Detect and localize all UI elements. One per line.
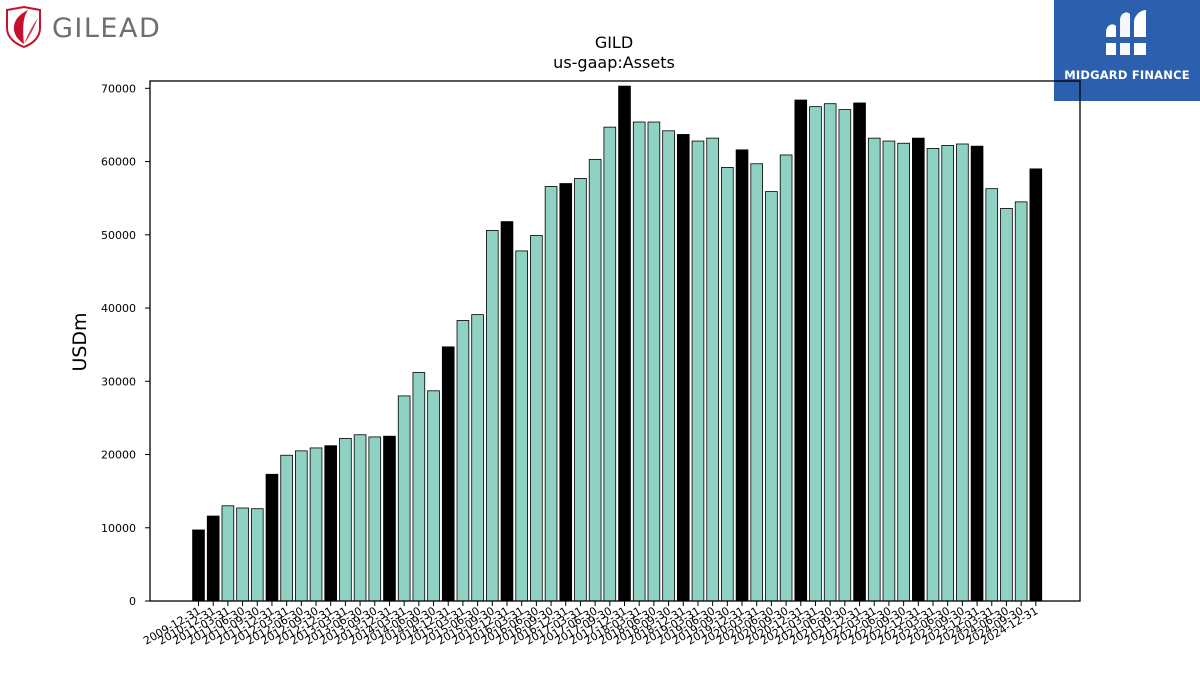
bar-2012-06-30 bbox=[295, 450, 308, 602]
y-tick-label: 20000 bbox=[101, 449, 136, 462]
bar-2015-03-31 bbox=[456, 320, 470, 602]
bar-2024-06-30 bbox=[1000, 208, 1013, 602]
bar-2016-09-30 bbox=[544, 186, 558, 602]
partner-wordmark: MIDGARD FINANCE bbox=[1064, 68, 1190, 82]
bar-2018-12-31 bbox=[676, 134, 690, 602]
bar-2015-06-30 bbox=[471, 314, 484, 602]
bars-group bbox=[192, 85, 1043, 602]
bar-2013-06-30 bbox=[353, 434, 367, 602]
bar-2016-12-31 bbox=[559, 183, 573, 602]
chart-subtitle: us-gaap:Assets bbox=[553, 53, 675, 72]
plot-frame bbox=[149, 80, 1081, 602]
bar-2020-03-31 bbox=[750, 163, 764, 602]
bar-2024-03-31 bbox=[985, 188, 999, 602]
bar-2021-12-31 bbox=[853, 102, 866, 602]
y-tick-label: 60000 bbox=[101, 156, 136, 169]
bar-2022-09-30 bbox=[897, 142, 910, 602]
bar-2017-03-31 bbox=[574, 178, 587, 602]
y-tick-label: 70000 bbox=[101, 82, 136, 95]
gilead-logo: GILEAD bbox=[4, 4, 164, 50]
bar-2013-12-31 bbox=[383, 435, 396, 602]
midgard-finance-logo: MIDGARD FINANCE bbox=[1054, 0, 1200, 101]
bar-2012-09-30 bbox=[309, 447, 323, 602]
y-tick-label: 40000 bbox=[101, 302, 136, 315]
bar-2019-03-31 bbox=[691, 140, 705, 602]
bar-2019-09-30 bbox=[721, 167, 734, 602]
bar-2013-09-30 bbox=[368, 436, 382, 602]
bar-2010-12-31 bbox=[206, 515, 220, 602]
bar-2022-06-30 bbox=[882, 140, 896, 602]
bar-2024-12-31 bbox=[1029, 168, 1043, 602]
bar-2014-06-30 bbox=[412, 372, 426, 602]
bar-2020-12-31 bbox=[794, 99, 808, 602]
bar-2013-03-31 bbox=[339, 438, 352, 602]
bar-2014-09-30 bbox=[427, 390, 440, 602]
bar-2017-12-31 bbox=[618, 85, 631, 602]
y-axis: 0 10000 20000 30000 40000 50000 60000 70000 bbox=[101, 82, 150, 608]
bar-2016-06-30 bbox=[530, 235, 543, 602]
bar-2020-09-30 bbox=[779, 154, 793, 602]
bar-2020-06-30 bbox=[765, 191, 778, 602]
bar-2019-12-31 bbox=[735, 149, 749, 602]
bar-2015-09-30 bbox=[485, 230, 499, 602]
bar-2011-03-31 bbox=[221, 505, 235, 602]
bar-2018-03-31 bbox=[632, 121, 646, 602]
bar-2011-09-30 bbox=[250, 508, 264, 602]
bar-2016-03-31 bbox=[515, 250, 528, 602]
bar-2014-12-31 bbox=[441, 346, 455, 602]
y-tick-label: 0 bbox=[129, 595, 136, 608]
bar-2019-06-30 bbox=[706, 137, 719, 602]
bar-2012-12-31 bbox=[324, 445, 338, 602]
bar-2015-12-31 bbox=[500, 221, 514, 602]
company-wordmark: GILEAD bbox=[52, 13, 162, 44]
bar-2018-09-30 bbox=[662, 130, 675, 602]
bar-2021-06-30 bbox=[823, 103, 837, 602]
bar-2017-06-30 bbox=[588, 158, 602, 602]
bar-2011-06-30 bbox=[236, 507, 249, 602]
bar-2011-12-31 bbox=[265, 473, 279, 602]
y-tick-label: 10000 bbox=[101, 522, 136, 535]
bar-2018-06-30 bbox=[647, 121, 661, 602]
bar-2009-12-31 bbox=[192, 529, 205, 602]
y-tick-label: 50000 bbox=[101, 229, 136, 242]
bar-2017-09-30 bbox=[603, 126, 617, 602]
x-axis: 2009-12-312010-12-312011-03-312011-06-30… bbox=[141, 601, 1040, 648]
bar-2023-09-30 bbox=[956, 143, 969, 602]
bar-2023-12-31 bbox=[970, 145, 984, 602]
bar-2023-06-30 bbox=[941, 145, 954, 602]
bar-2022-12-31 bbox=[912, 137, 925, 602]
gilead-shield-icon bbox=[6, 5, 41, 49]
bar-2021-09-30 bbox=[838, 109, 852, 602]
bar-2023-03-31 bbox=[926, 147, 940, 602]
bar-2022-03-31 bbox=[867, 137, 881, 602]
bar-2021-03-31 bbox=[809, 106, 822, 602]
y-tick-label: 30000 bbox=[101, 375, 136, 388]
bar-2024-09-30 bbox=[1014, 201, 1028, 602]
bar-2012-03-31 bbox=[280, 454, 293, 602]
bar-2014-03-31 bbox=[397, 395, 411, 602]
chart-title: GILD bbox=[594, 33, 634, 52]
midgard-mark-icon bbox=[1104, 10, 1150, 55]
